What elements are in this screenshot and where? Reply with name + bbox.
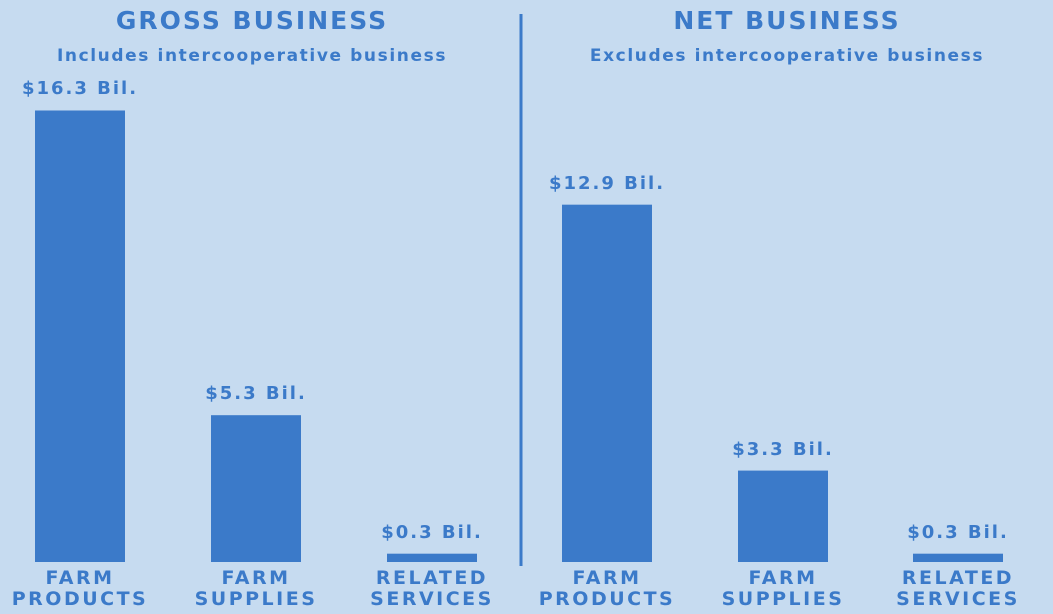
chart-title: GROSS BUSINESS <box>115 6 389 35</box>
category-label: FARM SUPPLIES <box>194 567 318 610</box>
value-label: $12.9 Bil. <box>548 172 666 194</box>
value-label: $0.3 Bil. <box>381 521 483 543</box>
chart-title: NET BUSINESS <box>673 6 901 35</box>
value-label: $3.3 Bil. <box>732 438 834 460</box>
bar <box>913 553 1003 562</box>
value-label: $5.3 Bil. <box>205 383 307 405</box>
category-label: FARM PRODUCTS <box>538 567 676 610</box>
bar <box>738 470 828 562</box>
category-label: FARM PRODUCTS <box>11 567 149 610</box>
bar <box>35 110 125 563</box>
category-label: RELATED SERVICES <box>370 567 494 610</box>
value-label: $0.3 Bil. <box>907 521 1009 543</box>
category-label: RELATED SERVICES <box>896 567 1020 610</box>
value-label: $16.3 Bil. <box>21 78 139 100</box>
category-label: FARM SUPPLIES <box>721 567 845 610</box>
chart-subtitle: Includes intercooperative business <box>56 46 448 66</box>
bar <box>211 415 301 562</box>
bar <box>562 204 652 563</box>
chart-subtitle: Excludes intercooperative business <box>589 46 985 66</box>
bar <box>387 553 477 562</box>
